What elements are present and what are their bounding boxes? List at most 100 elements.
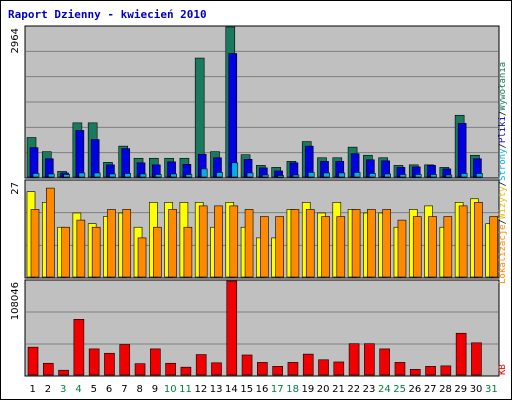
x-tick-label: 28: [439, 384, 452, 395]
x-tick-label: 19: [302, 384, 315, 395]
bar-files: [457, 123, 467, 178]
side-legend-top: Lokalizacje/Wizyty/Strony/Pliki/Wywołani…: [498, 62, 508, 284]
bar-pages: [399, 174, 407, 178]
bar-sites: [428, 216, 437, 278]
bar-sites: [412, 216, 422, 278]
bar-files: [75, 130, 85, 178]
bar-sites: [229, 205, 239, 278]
bar-sites: [244, 209, 254, 278]
x-tick-label: 6: [106, 384, 112, 395]
side-legend-part: Wywołania: [498, 62, 508, 111]
x-tick-label: 13: [210, 384, 223, 395]
bar-kb: [241, 354, 253, 376]
bar-kb: [455, 332, 467, 376]
bar-pages: [323, 172, 330, 178]
x-tick-label: 31: [485, 384, 498, 395]
x-tick-label: 16: [256, 384, 269, 395]
bar-pages: [338, 172, 346, 178]
bar-sites: [336, 216, 346, 278]
bar-sites: [45, 187, 55, 278]
bar-kb: [165, 362, 176, 376]
bar-sites: [214, 205, 223, 278]
bar-pages: [476, 173, 483, 178]
x-tick-label: 25: [393, 384, 406, 395]
bar-kb: [409, 369, 421, 376]
bar-kb: [73, 319, 85, 376]
x-tick-label: 17: [271, 384, 284, 395]
bar-pages: [262, 174, 269, 178]
side-legend-part: /: [498, 111, 508, 116]
bar-sites: [153, 226, 162, 278]
x-tick-label: 14: [225, 384, 238, 395]
x-tick-label: 20: [317, 384, 330, 395]
bar-sites: [137, 237, 147, 278]
bar-kb: [394, 362, 406, 376]
bar-kb: [150, 348, 161, 376]
y-max-label: 27: [10, 182, 21, 195]
x-tick-label: 11: [179, 384, 192, 395]
side-legend-part: /: [498, 219, 508, 224]
y-max-label: 108046: [10, 282, 21, 320]
side-legend-part: Lokalizacje: [498, 224, 508, 284]
bar-sites: [122, 209, 132, 278]
bar-kb: [226, 280, 238, 376]
bar-sites: [474, 202, 483, 278]
x-tick-label: 29: [454, 384, 467, 395]
bar-kb: [119, 344, 131, 376]
x-tick-label: 27: [424, 384, 437, 395]
bar-kb: [425, 365, 436, 376]
bar-sites: [107, 209, 116, 278]
x-tick-label: 26: [409, 384, 422, 395]
bar-kb: [134, 363, 146, 376]
bar-sites: [382, 209, 391, 278]
panel-top: 2964: [10, 25, 500, 179]
bar-sites: [290, 209, 300, 278]
x-tick-label: 21: [332, 384, 345, 395]
bar-sites: [397, 219, 407, 278]
bar-pages: [47, 173, 55, 178]
bar-kb: [272, 365, 283, 376]
x-tick-label: 15: [240, 384, 253, 395]
bar-sites: [367, 209, 376, 278]
bar-kb: [88, 348, 100, 376]
bar-kb: [58, 369, 69, 376]
bar-pages: [445, 174, 453, 178]
side-legend-part: Pliki: [498, 116, 508, 143]
bar-pages: [414, 174, 422, 178]
bar-sites: [61, 226, 70, 278]
bar-kb: [364, 343, 375, 376]
bar-files: [90, 139, 100, 178]
x-tick-label: 30: [470, 384, 483, 395]
x-tick-label: 3: [60, 384, 66, 395]
y-max-label: 2964: [10, 28, 21, 53]
x-tick-label: 18: [286, 384, 299, 395]
bar-pages: [353, 172, 361, 178]
bar-kb: [471, 342, 482, 376]
bar-sites: [489, 216, 499, 278]
bar-pages: [292, 174, 300, 178]
panel-bottom: 108046: [10, 279, 500, 377]
bar-pages: [277, 175, 284, 178]
bar-sites: [91, 226, 101, 278]
bar-pages: [200, 168, 208, 178]
bar-sites: [275, 216, 284, 278]
bar-kb: [333, 361, 345, 376]
panel-middle: 27: [10, 179, 500, 279]
bar-kb: [257, 362, 268, 376]
x-tick-label: 1: [29, 384, 35, 395]
bar-pages: [139, 173, 147, 178]
bar-pages: [155, 174, 162, 178]
bar-kb: [195, 354, 207, 376]
bar-pages: [384, 173, 391, 178]
x-tick-label: 8: [136, 384, 142, 395]
bar-pages: [460, 173, 468, 178]
x-tick-label: 5: [91, 384, 97, 395]
bar-pages: [93, 172, 101, 178]
bar-pages: [307, 172, 315, 178]
side-legend-part: Strony: [498, 148, 508, 181]
x-tick-label: 4: [75, 384, 81, 395]
bar-sites: [458, 205, 468, 278]
side-legend-part: /: [498, 143, 508, 148]
bar-sites: [321, 216, 330, 278]
chart-title: Raport Dzienny - kwiecień 2010: [8, 8, 207, 21]
